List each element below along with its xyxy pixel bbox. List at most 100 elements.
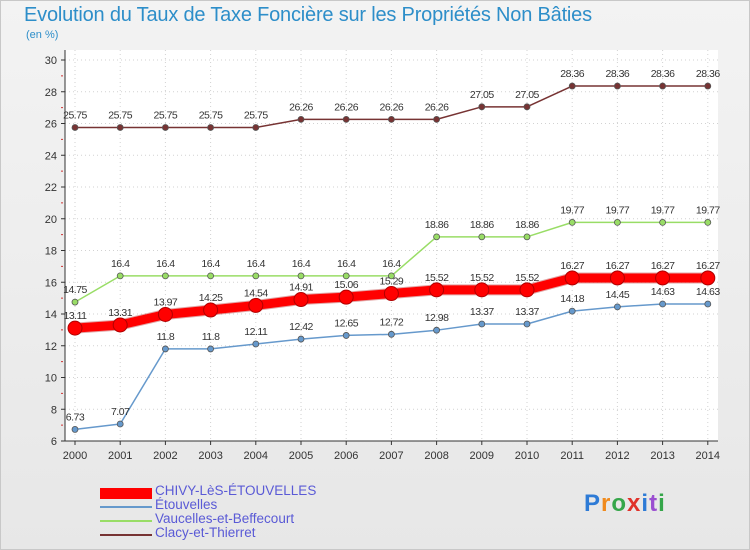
data-label: 14.75 xyxy=(63,284,87,296)
data-point xyxy=(161,272,169,280)
x-tick-label: 2004 xyxy=(244,450,268,462)
data-point xyxy=(523,233,531,241)
data-label: 13.31 xyxy=(108,307,132,319)
data-label: 7.07 xyxy=(111,406,130,418)
data-label: 16.4 xyxy=(382,258,401,270)
y-tick-label: 22 xyxy=(45,182,57,194)
x-tick-label: 2008 xyxy=(424,450,448,462)
data-label: 12.72 xyxy=(380,316,404,328)
logo-letter: i xyxy=(641,490,650,517)
data-label: 16.4 xyxy=(201,258,220,270)
data-label: 15.29 xyxy=(380,276,404,288)
x-tick-label: 2009 xyxy=(470,450,494,462)
data-point xyxy=(297,272,305,280)
data-point xyxy=(433,115,441,123)
data-label: 28.36 xyxy=(560,68,584,80)
data-point xyxy=(433,233,441,241)
data-point xyxy=(67,320,83,336)
logo-letter: x xyxy=(627,490,642,517)
data-label: 14.45 xyxy=(606,289,630,301)
data-label: 16.27 xyxy=(696,260,720,272)
data-label: 11.8 xyxy=(202,331,220,343)
x-tick-label: 2010 xyxy=(515,450,539,462)
data-point xyxy=(704,82,712,90)
data-point xyxy=(157,306,173,322)
data-point xyxy=(659,219,666,226)
legend-swatch xyxy=(100,520,152,522)
y-tick-label: 28 xyxy=(45,87,57,99)
data-point xyxy=(252,340,260,348)
data-point xyxy=(609,270,625,286)
data-label: 26.26 xyxy=(425,101,449,113)
data-point xyxy=(252,272,260,280)
data-point xyxy=(614,82,621,90)
data-point xyxy=(478,320,486,328)
y-tick-label: 26 xyxy=(45,119,57,131)
data-point xyxy=(338,289,354,305)
data-label: 14.63 xyxy=(696,286,720,298)
data-label: 15.52 xyxy=(425,272,449,284)
chart-unit-label: (en %) xyxy=(26,29,59,41)
data-label: 18.86 xyxy=(425,219,449,231)
y-tick-label: 20 xyxy=(45,214,57,226)
x-tick-label: 2011 xyxy=(560,450,584,462)
data-point xyxy=(655,270,671,286)
data-label: 16.27 xyxy=(651,260,675,272)
data-point xyxy=(161,345,169,353)
legend-label: Vaucelles-et-Beffecourt xyxy=(155,511,295,526)
x-tick-label: 2007 xyxy=(379,450,403,462)
legend-swatch xyxy=(100,487,152,499)
data-label: 12.11 xyxy=(244,326,268,338)
logo-letter: r xyxy=(601,490,612,517)
data-point xyxy=(248,297,264,313)
y-tick-label: 6 xyxy=(51,436,57,448)
data-label: 13.97 xyxy=(154,296,178,308)
x-tick-label: 2013 xyxy=(650,450,674,462)
data-label: 16.4 xyxy=(337,258,356,270)
data-point xyxy=(433,326,441,334)
legend-swatch xyxy=(100,534,152,536)
data-point xyxy=(207,124,215,131)
data-point xyxy=(161,124,169,131)
x-tick-label: 2000 xyxy=(63,450,87,462)
y-tick-label: 12 xyxy=(45,341,57,353)
data-label: 16.27 xyxy=(606,260,630,272)
data-label: 27.05 xyxy=(515,89,539,101)
logo-letter: P xyxy=(584,490,602,517)
data-point xyxy=(71,298,79,306)
data-point xyxy=(116,124,124,131)
data-point xyxy=(387,272,395,280)
data-label: 28.36 xyxy=(651,68,675,80)
data-label: 12.65 xyxy=(334,317,358,329)
data-label: 16.4 xyxy=(111,258,130,270)
data-point xyxy=(478,103,486,111)
y-tick-label: 16 xyxy=(45,277,57,289)
data-point xyxy=(568,307,576,315)
y-tick-label: 8 xyxy=(51,404,57,416)
data-label: 15.06 xyxy=(334,279,358,291)
data-label: 14.63 xyxy=(651,286,675,298)
data-label: 13.11 xyxy=(64,310,88,322)
data-point xyxy=(71,426,79,433)
logo-letter: t xyxy=(649,490,659,517)
data-point xyxy=(342,115,350,123)
data-point xyxy=(203,302,219,318)
data-point xyxy=(659,300,666,308)
y-tick-label: 18 xyxy=(45,246,57,258)
x-tick-label: 2012 xyxy=(605,450,629,462)
logo-letter: o xyxy=(611,490,628,517)
data-label: 18.86 xyxy=(470,219,494,231)
data-label: 26.26 xyxy=(380,101,404,113)
data-label: 15.52 xyxy=(470,272,494,284)
data-point xyxy=(297,115,305,123)
data-point xyxy=(519,282,535,298)
data-label: 14.54 xyxy=(244,287,268,299)
plot-area xyxy=(65,50,718,441)
data-point xyxy=(342,272,350,280)
x-tick-label: 2002 xyxy=(153,450,177,462)
y-tick-label: 24 xyxy=(45,150,57,162)
data-point xyxy=(207,345,215,353)
data-point xyxy=(704,300,712,308)
logo-letter: i xyxy=(658,490,666,517)
data-label: 26.26 xyxy=(289,101,313,113)
